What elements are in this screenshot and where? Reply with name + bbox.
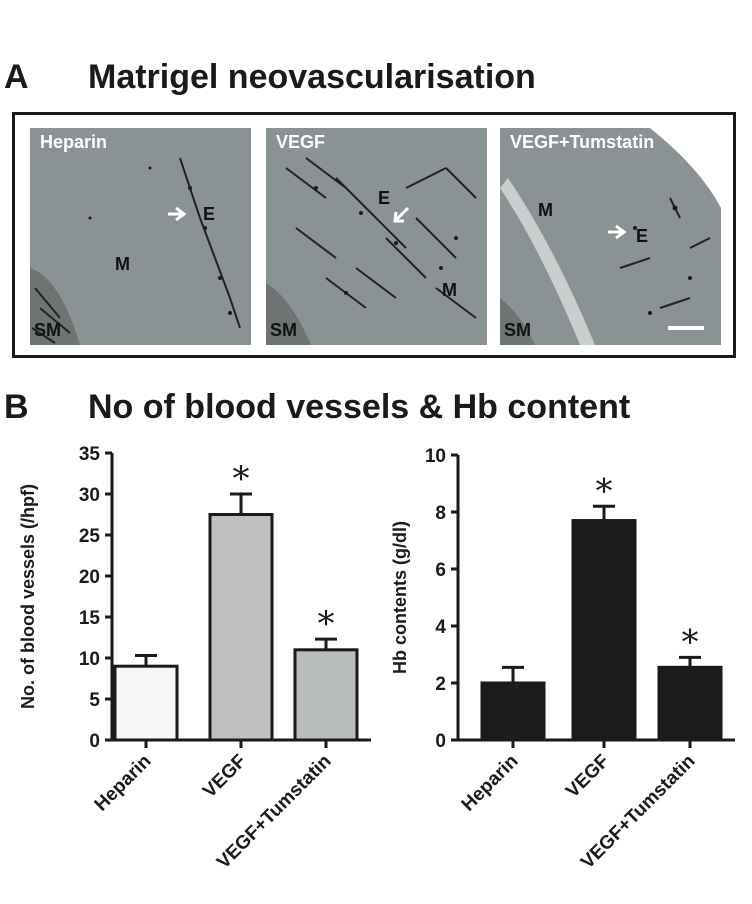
bar: [571, 519, 637, 742]
bar: [657, 665, 723, 742]
micrograph-vegf-tumstatin-title: VEGF+Tumstatin: [510, 132, 655, 152]
y-tick-label: 6: [435, 560, 446, 581]
micrograph-heparin-texture: [30, 157, 241, 345]
micrograph-vegf-tumstatin: VEGF+Tumstatin E M SM: [500, 128, 721, 345]
panel-b-title: No of blood vessels & Hb content: [88, 388, 631, 426]
bar: [208, 513, 274, 742]
micrograph-heparin-title: Heparin: [40, 132, 108, 152]
micrograph-frame: [12, 112, 736, 358]
y-tick-label: 10: [425, 446, 446, 467]
bar: [113, 664, 179, 742]
micrograph-heparin: Heparin E M SM: [30, 128, 251, 345]
y-tick-label: 15: [79, 608, 101, 629]
y-tick-label: 20: [79, 567, 100, 588]
y-tick-label: 4: [435, 617, 446, 638]
y-axis-label: Hb contents (g/dl): [390, 521, 410, 674]
bar: [480, 681, 546, 742]
label-m: M: [442, 280, 457, 300]
significance-marker: *: [318, 604, 335, 644]
micrograph-vegf-title: VEGF: [276, 132, 326, 152]
y-tick-label: 0: [435, 731, 446, 752]
x-tick-label: VEGF: [199, 751, 250, 802]
bar: [293, 648, 359, 742]
micrograph-vegf-texture: [266, 157, 477, 345]
label-m: M: [115, 254, 130, 274]
micrograph-vegf-tumstatin-texture: [500, 128, 721, 345]
y-tick-label: 0: [89, 731, 100, 752]
y-tick-label: 35: [79, 444, 101, 465]
label-e: E: [203, 204, 216, 224]
label-sm: SM: [504, 320, 531, 340]
label-e: E: [378, 188, 391, 208]
label-sm: SM: [270, 320, 297, 340]
y-tick-label: 2: [435, 674, 446, 695]
y-axis-label: No. of blood vessels (/hpf): [18, 484, 38, 709]
label-sm: SM: [34, 320, 61, 340]
y-tick-label: 5: [89, 690, 100, 711]
y-tick-label: 8: [435, 503, 446, 524]
x-tick-label: Heparin: [458, 751, 523, 816]
scale-bar: [668, 326, 704, 330]
micrograph-vegf: VEGF E M SM: [266, 128, 487, 345]
panel-a-title: Matrigel neovascularisation: [88, 58, 536, 96]
significance-marker: *: [596, 471, 613, 511]
x-tick-label: Heparin: [91, 751, 156, 816]
panel-b-letter: B: [4, 388, 29, 426]
x-tick-label: VEGF: [562, 751, 613, 802]
significance-marker: *: [233, 459, 250, 499]
y-tick-label: 10: [79, 649, 100, 670]
y-tick-label: 25: [79, 526, 101, 547]
label-e: E: [636, 226, 649, 246]
y-tick-label: 30: [79, 485, 100, 506]
label-m: M: [538, 200, 553, 220]
panel-a-letter: A: [4, 58, 29, 96]
significance-marker: *: [682, 622, 699, 662]
